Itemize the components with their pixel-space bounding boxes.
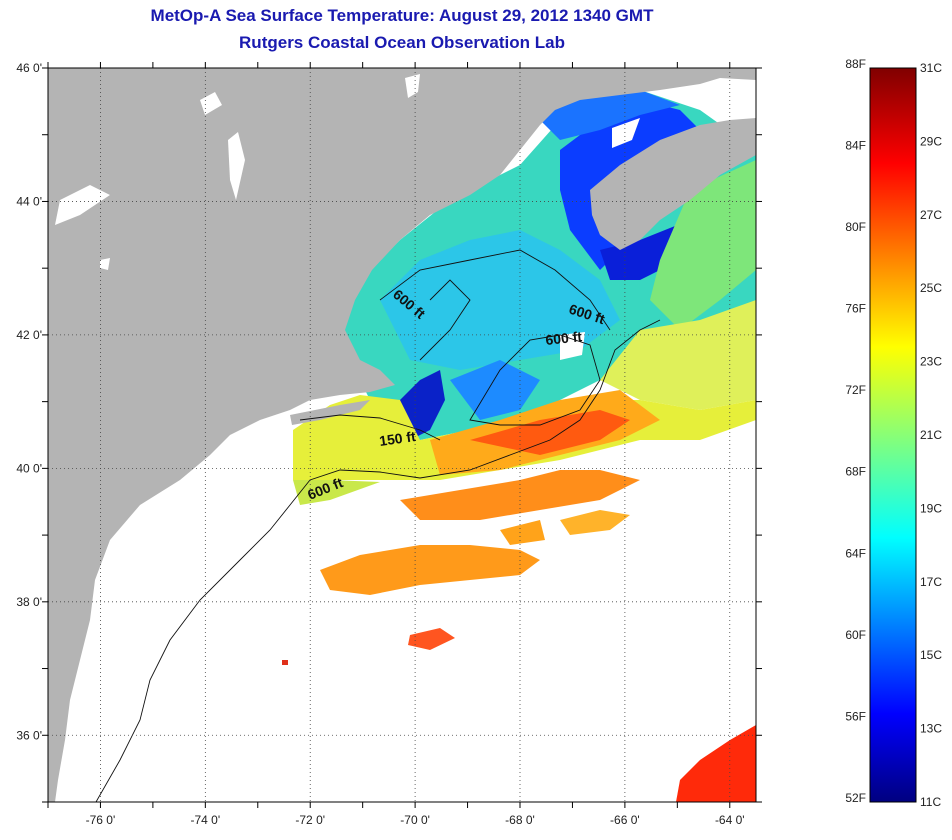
colorbar-f-label: 84F <box>845 138 866 152</box>
colorbar-f-label: 76F <box>845 302 866 316</box>
colorbar-f-label: 64F <box>845 546 866 560</box>
colorbar-f-label: 56F <box>845 709 866 723</box>
colorbar-c-label: 21C <box>920 428 942 442</box>
lat-tick-label: 40 0' <box>16 461 42 475</box>
map-title: MetOp-A Sea Surface Temperature: August … <box>150 6 654 25</box>
lat-tick-label: 44 0' <box>16 194 42 208</box>
colorbar-fahrenheit-labels: 88F 84F 80F 76F 72F 68F 64F 60F 56F 52F <box>845 57 866 805</box>
lon-tick-label: -66 0' <box>610 813 640 827</box>
lon-tick-label: -74 0' <box>191 813 221 827</box>
colorbar-c-label: 15C <box>920 648 942 662</box>
lon-tick-label: -64 0' <box>715 813 745 827</box>
colorbar-c-label: 17C <box>920 575 942 589</box>
colorbar-c-label: 25C <box>920 281 942 295</box>
colorbar-c-label: 13C <box>920 722 942 736</box>
colorbar-c-label: 11C <box>920 795 941 809</box>
lat-tick-label: 38 0' <box>16 595 42 609</box>
colorbar-c-label: 27C <box>920 208 942 222</box>
lakes <box>55 74 640 360</box>
colorbar-celsius-labels: 31C 29C 27C 25C 23C 21C 19C 17C 15C 13C 11C <box>920 61 942 809</box>
colorbar-f-label: 80F <box>845 220 866 234</box>
colorbar-f-label: 68F <box>845 465 866 479</box>
lon-tick-label: -68 0' <box>505 813 535 827</box>
colorbar-c-label: 31C <box>920 61 942 75</box>
map-subtitle: Rutgers Coastal Ocean Observation Lab <box>239 33 565 52</box>
sst-field <box>282 90 756 802</box>
lat-tick-label: 36 0' <box>16 728 42 742</box>
lat-tick-label: 42 0' <box>16 328 42 342</box>
lon-tick-label: -72 0' <box>295 813 325 827</box>
map-frame <box>47 67 757 803</box>
lon-tick-label: -76 0' <box>86 813 116 827</box>
lat-tick-label: 46 0' <box>16 61 42 75</box>
colorbar-c-label: 23C <box>920 355 942 369</box>
contour-label-600ft: 600 ft <box>545 328 583 348</box>
contour-label-150ft: 150 ft <box>378 428 417 449</box>
colorbar-f-label: 88F <box>845 57 866 71</box>
colorbar-f-label: 60F <box>845 628 866 642</box>
colorbar-f-label: 52F <box>845 791 866 805</box>
axis-ticks: -76 0' -74 0' -72 0' -70 0' -68 0' -66 0' -64 … <box>16 61 762 827</box>
colorbar-c-label: 19C <box>920 501 942 515</box>
lon-tick-label: -70 0' <box>400 813 430 827</box>
colorbar-f-label: 72F <box>845 383 866 397</box>
colorbar <box>869 67 917 803</box>
colorbar-c-label: 29C <box>920 134 942 148</box>
